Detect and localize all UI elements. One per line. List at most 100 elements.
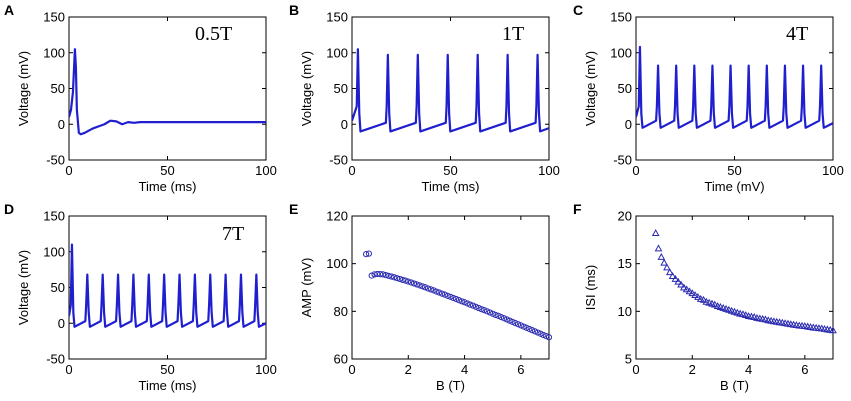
amp-data-point bbox=[483, 308, 491, 315]
voltage-trace bbox=[352, 48, 549, 133]
x-tick-label: 4 bbox=[461, 362, 468, 377]
y-tick-label: 150 bbox=[43, 209, 65, 224]
y-tick-label: -50 bbox=[46, 153, 65, 168]
isi-data-point bbox=[671, 274, 680, 282]
amp-data-point bbox=[447, 293, 454, 300]
amp-data-point bbox=[382, 272, 389, 279]
amp-data-point bbox=[523, 324, 530, 331]
amp-data-point bbox=[503, 316, 510, 323]
panel-letter: C bbox=[573, 2, 583, 18]
isi-data-point bbox=[677, 280, 685, 288]
amp-data-point bbox=[379, 271, 387, 278]
amp-data-point bbox=[377, 271, 384, 278]
panel-letter: F bbox=[573, 201, 582, 217]
y-axis-label: AMP (mV) bbox=[299, 258, 314, 318]
x-tick-label: 6 bbox=[517, 362, 524, 377]
isi-data-point bbox=[699, 295, 708, 303]
panel-letter: D bbox=[4, 201, 14, 217]
isi-data-point bbox=[679, 283, 688, 291]
amp-data-point bbox=[422, 284, 429, 291]
amp-data-point bbox=[514, 321, 522, 328]
amp-data-point bbox=[427, 286, 434, 293]
x-tick-label: 2 bbox=[689, 362, 696, 377]
y-tick-label: 0 bbox=[58, 316, 65, 331]
y-axis-label: Voltage (mV) bbox=[16, 250, 31, 325]
isi-data-point bbox=[829, 326, 837, 334]
amp-data-point bbox=[365, 250, 372, 257]
y-tick-label: 50 bbox=[618, 81, 632, 96]
amp-data-point bbox=[396, 275, 403, 283]
amp-data-point bbox=[537, 330, 544, 337]
isi-data-point bbox=[685, 287, 694, 295]
amp-data-point bbox=[495, 312, 502, 319]
amp-data-point bbox=[433, 288, 440, 295]
amp-data-point bbox=[512, 319, 519, 327]
amp-data-point bbox=[478, 306, 485, 313]
amp-data-point bbox=[416, 282, 423, 289]
y-tick-label: 80 bbox=[334, 304, 348, 319]
panel-f: 0 2 4 6 5 10 15 20 B (T) ISI (ms) F bbox=[573, 201, 837, 393]
y-tick-label: 150 bbox=[610, 10, 632, 25]
y-tick-label: 50 bbox=[51, 81, 65, 96]
amp-data-point bbox=[529, 327, 536, 334]
isi-data-point bbox=[663, 263, 671, 271]
isi-data-point bbox=[710, 300, 719, 308]
isi-data-point bbox=[660, 258, 668, 266]
amp-data-point bbox=[368, 272, 375, 279]
x-axis-label: Time (mV) bbox=[704, 179, 764, 194]
y-tick-label: 120 bbox=[326, 209, 348, 224]
y-tick-label: 0 bbox=[625, 117, 632, 132]
isi-data-point bbox=[665, 268, 674, 276]
amp-data-point bbox=[385, 272, 392, 279]
y-tick-label: -50 bbox=[329, 153, 348, 168]
y-tick-label: -50 bbox=[46, 352, 65, 367]
isi-data-point bbox=[688, 289, 697, 297]
y-axis-label: Voltage (mV) bbox=[299, 51, 314, 126]
amp-data-point bbox=[520, 323, 527, 330]
amp-data-point bbox=[509, 318, 516, 325]
y-tick-label: 100 bbox=[326, 45, 348, 60]
y-tick-label: 50 bbox=[334, 81, 348, 96]
voltage-trace bbox=[636, 45, 833, 129]
y-tick-label: 60 bbox=[334, 352, 348, 367]
field-annotation: 7T bbox=[222, 223, 244, 245]
amp-data-point bbox=[486, 309, 493, 316]
panel-letter: E bbox=[289, 201, 298, 217]
isi-data-point bbox=[691, 291, 699, 299]
amp-data-point bbox=[413, 281, 420, 288]
panel-letter: B bbox=[289, 2, 299, 18]
y-axis-label: Voltage (mV) bbox=[583, 51, 598, 126]
amp-data-point bbox=[450, 294, 457, 302]
isi-data-point bbox=[674, 277, 683, 285]
amp-data-point bbox=[408, 279, 415, 286]
y-tick-label: 5 bbox=[625, 352, 632, 367]
y-axis-label: Voltage (mV) bbox=[16, 51, 31, 126]
amp-data-point bbox=[526, 325, 533, 333]
y-tick-label: 0 bbox=[341, 117, 348, 132]
x-tick-label: 2 bbox=[405, 362, 412, 377]
y-tick-label: 20 bbox=[618, 209, 632, 224]
y-tick-label: 15 bbox=[618, 256, 632, 271]
amp-data-point bbox=[464, 300, 471, 307]
y-tick-label: 100 bbox=[43, 45, 65, 60]
amp-data-point bbox=[475, 304, 482, 312]
amp-data-point bbox=[399, 276, 406, 283]
amp-data-point bbox=[469, 302, 477, 309]
amp-data-point bbox=[436, 289, 443, 296]
amp-data-point bbox=[444, 292, 451, 299]
amp-data-point bbox=[461, 299, 468, 306]
amp-data-point bbox=[467, 301, 474, 308]
amp-data-point bbox=[517, 322, 524, 329]
axes-frame bbox=[635, 215, 834, 360]
x-axis-label: Time (ms) bbox=[138, 179, 196, 194]
amp-data-point bbox=[424, 285, 432, 292]
amp-data-point bbox=[391, 274, 398, 281]
amp-data-point bbox=[545, 334, 553, 341]
x-tick-label: 50 bbox=[160, 362, 174, 377]
isi-data-point bbox=[657, 252, 666, 260]
y-tick-label: 100 bbox=[610, 45, 632, 60]
isi-data-point bbox=[682, 285, 691, 293]
